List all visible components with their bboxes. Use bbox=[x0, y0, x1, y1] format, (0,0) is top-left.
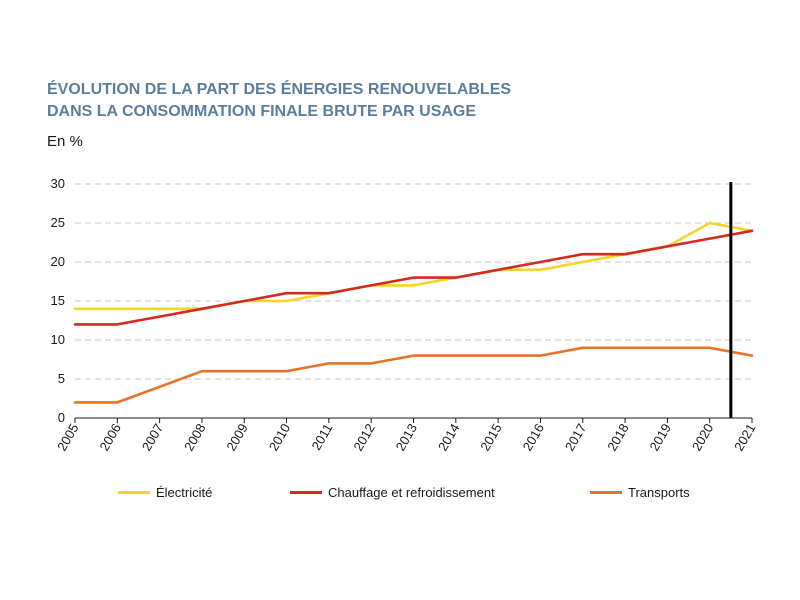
series-line bbox=[73, 346, 754, 404]
y-tick-label: 20 bbox=[51, 254, 65, 269]
series-line bbox=[73, 221, 754, 311]
y-tick-label: 5 bbox=[58, 371, 65, 386]
x-tick-label: 2010 bbox=[266, 421, 293, 454]
x-tick-label: 2019 bbox=[647, 421, 674, 454]
legend: Électricité Chauffage et refroidissement T… bbox=[0, 480, 800, 504]
y-tick-label: 0 bbox=[58, 410, 65, 425]
legend-item: Transports bbox=[590, 480, 690, 504]
y-tick-label: 30 bbox=[51, 176, 65, 191]
legend-swatch bbox=[290, 490, 322, 494]
legend-label: Chauffage et refroidissement bbox=[328, 484, 495, 500]
x-tick-label: 2014 bbox=[435, 421, 462, 454]
chart-title-line-2: DANS LA CONSOMMATION FINALE BRUTE PAR US… bbox=[47, 103, 477, 120]
legend-swatch bbox=[590, 490, 622, 494]
x-tick-label: 2018 bbox=[604, 421, 631, 454]
x-tick-label: 2011 bbox=[308, 421, 335, 453]
legend-swatch bbox=[118, 490, 150, 494]
x-tick-label: 2005 bbox=[54, 421, 81, 454]
x-tick-label: 2015 bbox=[477, 421, 504, 454]
y-tick-label: 10 bbox=[51, 332, 65, 347]
x-tick-label: 2007 bbox=[139, 421, 166, 454]
chart-title-line-1: ÉVOLUTION DE LA PART DES ÉNERGIES RENOUV… bbox=[47, 81, 512, 98]
x-tick-label: 2021 bbox=[731, 421, 758, 454]
x-tick-label: 2009 bbox=[223, 421, 250, 454]
line-chart: 0 5 10 15 20 25 30 2005 2006 2007 2008 2009 2010 2011… bbox=[51, 176, 759, 454]
axes: 0 5 10 15 20 25 30 2005 2006 2007 2008 2009 2010 2011… bbox=[51, 176, 759, 454]
y-tick-label: 15 bbox=[51, 293, 65, 308]
x-tick-label: 2020 bbox=[689, 421, 716, 454]
x-tick-label: 2016 bbox=[520, 421, 547, 454]
legend-label: Transports bbox=[628, 484, 690, 500]
x-tick-label: 2013 bbox=[393, 421, 420, 454]
legend-item: Électricité bbox=[118, 480, 212, 504]
chart-title: ÉVOLUTION DE LA PART DES ÉNERGIES RENOUV… bbox=[47, 79, 511, 123]
series-line bbox=[73, 229, 754, 326]
legend-item: Chauffage et refroidissement bbox=[290, 480, 495, 504]
x-tick-label: 2012 bbox=[350, 421, 377, 454]
x-tick-label: 2017 bbox=[562, 421, 589, 454]
series-lines bbox=[73, 221, 754, 404]
y-axis-unit-label: En % bbox=[47, 133, 83, 150]
y-tick-label: 25 bbox=[51, 215, 65, 230]
grid-lines bbox=[75, 183, 752, 380]
legend-label: Électricité bbox=[156, 484, 213, 500]
x-tick-label: 2008 bbox=[181, 421, 208, 454]
x-tick-label: 2006 bbox=[96, 421, 123, 454]
